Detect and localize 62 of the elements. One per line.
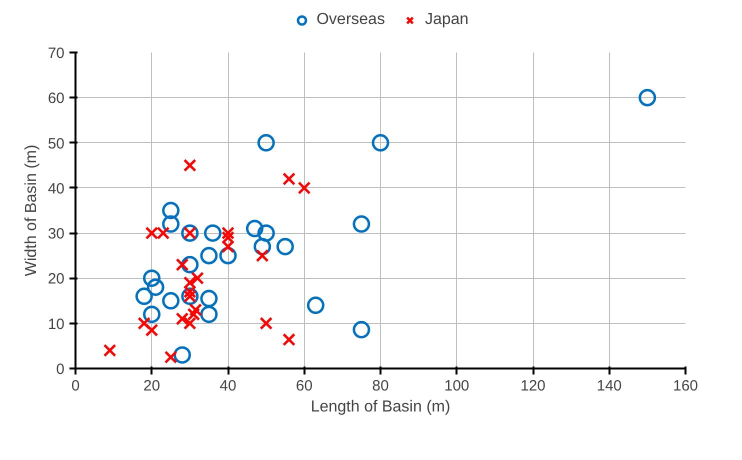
point	[162, 202, 180, 220]
point	[257, 224, 275, 242]
point	[257, 134, 275, 152]
point	[103, 344, 116, 357]
x-tick-label: 140	[596, 378, 622, 394]
point	[246, 220, 264, 238]
y-tick-label: 60	[48, 90, 65, 108]
point	[164, 350, 178, 364]
point	[183, 158, 196, 172]
point	[183, 316, 196, 330]
x-axis-title: Length of Basin (m)	[310, 398, 450, 416]
point	[638, 88, 656, 106]
y-tick-label: 30	[48, 226, 65, 243]
legend-label: Overseas	[316, 11, 385, 29]
x-tick-label: 160	[672, 378, 698, 394]
point	[221, 240, 235, 254]
legend-label: Japan	[424, 11, 469, 29]
point	[162, 215, 180, 233]
point	[276, 238, 294, 256]
x-tick-label: 120	[520, 378, 546, 394]
y-tick-label: 40	[48, 180, 65, 198]
point	[143, 306, 160, 324]
point	[260, 316, 273, 330]
x-tick-label: 80	[372, 378, 389, 394]
point	[204, 224, 222, 242]
point	[138, 316, 151, 330]
point	[200, 246, 218, 264]
x-tick-label: 60	[296, 378, 313, 394]
point	[176, 312, 189, 326]
point	[298, 181, 311, 194]
y-tick-label: 0	[56, 361, 64, 378]
point	[189, 303, 202, 316]
y-axis-title: Width of Basin (m)	[22, 144, 40, 276]
x-tick-label: 100	[444, 378, 470, 394]
point	[200, 306, 218, 324]
y-tick-label: 20	[48, 270, 65, 288]
point	[256, 249, 269, 262]
point	[190, 272, 204, 285]
x-tick-label: 20	[143, 378, 160, 394]
y-tick-label: 50	[48, 135, 65, 152]
point	[221, 231, 235, 244]
x-tick-label: 0	[71, 378, 80, 394]
point	[183, 276, 196, 290]
x-tick-label: 40	[220, 378, 236, 394]
y-tick-label: 10	[48, 316, 65, 333]
point	[174, 346, 191, 364]
point	[143, 269, 160, 287]
point	[162, 292, 180, 310]
point	[176, 258, 189, 272]
point	[372, 134, 390, 152]
point	[282, 333, 296, 346]
point	[282, 172, 296, 186]
point	[145, 324, 158, 337]
point	[200, 290, 218, 308]
point	[135, 288, 153, 306]
point	[146, 278, 164, 296]
point	[306, 296, 324, 314]
point	[352, 215, 370, 233]
point	[352, 320, 370, 338]
y-tick-label: 70	[48, 45, 65, 62]
point	[187, 308, 200, 321]
point	[221, 226, 235, 240]
